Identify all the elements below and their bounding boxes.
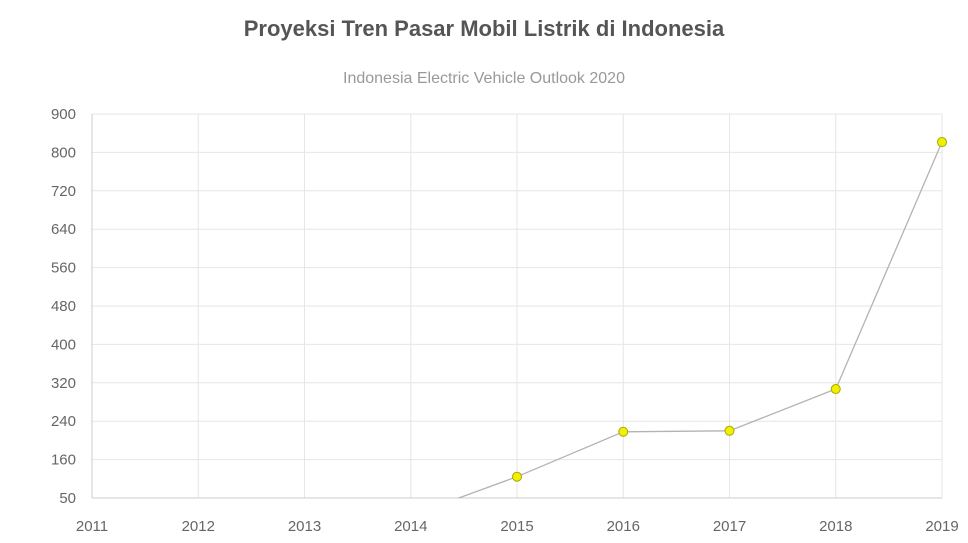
x-tick-label: 2013 [288, 518, 321, 535]
y-tick-label: 240 [51, 413, 76, 430]
x-tick-label: 2019 [925, 518, 958, 535]
axes [91, 114, 942, 499]
data-point [512, 471, 522, 482]
series-line [456, 141, 943, 498]
x-tick-label: 2018 [819, 518, 852, 535]
y-tick-label: 320 [51, 375, 76, 392]
y-tick-label: 560 [51, 260, 76, 277]
y-tick-label: 50 [59, 490, 76, 507]
x-tick-label: 2015 [500, 518, 533, 535]
y-tick-label: 800 [51, 144, 76, 161]
x-tick-label: 2014 [394, 518, 427, 535]
x-tick-label: 2011 [76, 518, 108, 535]
y-tick-label: 480 [51, 298, 76, 315]
data-point [937, 137, 947, 148]
grid [91, 113, 943, 499]
chart-title: Proyeksi Tren Pasar Mobil Listrik di Ind… [243, 16, 725, 41]
data-point [724, 425, 735, 436]
y-tick-label: 720 [51, 183, 76, 200]
x-tick-label: 2017 [713, 518, 746, 535]
y-tick-label: 160 [51, 452, 76, 469]
x-tick-label: 2016 [607, 518, 640, 535]
data-point [830, 384, 841, 395]
series [456, 137, 947, 498]
y-tick-label: 640 [51, 221, 76, 238]
tick-labels: 50 160 240 320 400 480 560 640 720 800 900 2011 2012… [51, 106, 959, 535]
x-tick-label: 2012 [182, 518, 215, 535]
y-tick-label: 400 [51, 336, 76, 353]
y-tick-label: 900 [51, 106, 76, 123]
chart-subtitle: Indonesia Electric Vehicle Outlook 2020 [343, 70, 625, 87]
data-point [618, 426, 629, 437]
